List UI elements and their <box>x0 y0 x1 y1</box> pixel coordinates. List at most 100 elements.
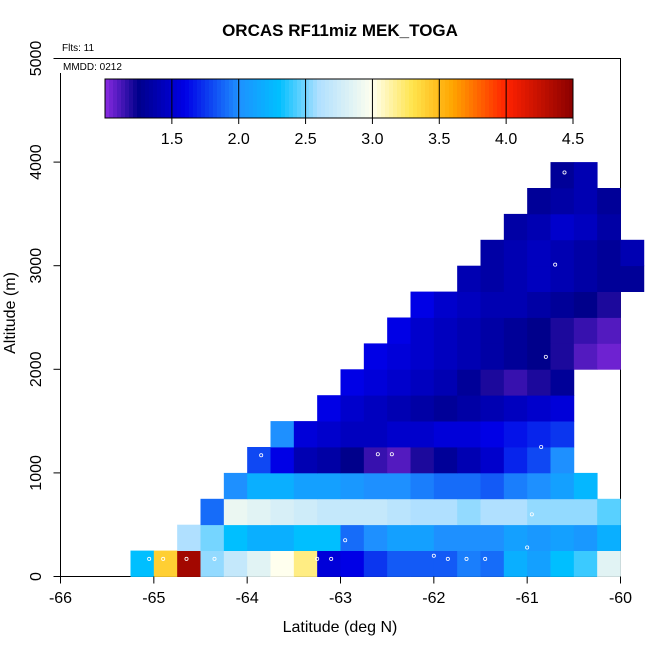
colorbar-segment <box>225 79 230 118</box>
colorbar-segment <box>365 79 370 118</box>
heatmap-cell <box>177 524 201 551</box>
colorbar-tick-label: 4.5 <box>562 131 584 148</box>
heatmap-cell <box>363 472 388 500</box>
colorbar-segment <box>417 79 422 118</box>
colorbar-segment <box>313 79 318 118</box>
heatmap-cell <box>433 291 458 318</box>
heatmap-cell <box>573 265 598 292</box>
heatmap-cell <box>480 369 505 396</box>
colorbar-segment <box>401 79 406 118</box>
heatmap-cell <box>317 472 341 500</box>
colorbar-segment <box>117 79 122 118</box>
sample-point <box>329 556 334 561</box>
heatmap-cell <box>550 498 575 526</box>
heatmap-cell <box>480 265 505 292</box>
y-axis: 0 1000 2000 3000 4000 5000 <box>28 41 61 581</box>
heatmap-cell <box>363 421 388 448</box>
colorbar-segment <box>265 79 270 118</box>
colorbar-segment <box>501 79 506 118</box>
heatmap-cell <box>503 291 528 318</box>
heatmap-cell <box>457 498 481 526</box>
colorbar-segment <box>281 79 286 118</box>
heatmap-cell <box>573 213 598 241</box>
colorbar-segment <box>337 79 342 118</box>
colorbar-segment <box>465 79 470 118</box>
heatmap-cells <box>130 162 645 577</box>
colorbar-segment <box>141 79 146 118</box>
heatmap-cell <box>340 447 365 474</box>
heatmap-cell <box>480 447 505 474</box>
y-tick-label: 5000 <box>28 41 45 77</box>
heatmap-cell <box>457 472 481 500</box>
heatmap-cell <box>457 550 481 577</box>
colorbar-segment <box>449 79 454 118</box>
heatmap-cell <box>293 498 318 526</box>
heatmap-cell <box>550 239 575 267</box>
colorbar-segment <box>489 79 494 118</box>
heatmap-cell <box>410 291 435 318</box>
heatmap-cell <box>573 524 598 551</box>
heatmap-cell <box>527 369 551 396</box>
heatmap-cell <box>573 188 598 215</box>
heatmap-cell <box>457 524 481 551</box>
heatmap-cell <box>200 498 225 526</box>
colorbar-segment <box>357 79 362 118</box>
mmdd-note: MMDD: 0212 <box>63 62 122 73</box>
colorbar-segment <box>513 79 518 118</box>
heatmap-cell <box>480 524 505 551</box>
heatmap-cell <box>597 550 621 577</box>
heatmap-cell <box>527 395 551 422</box>
colorbar-segment <box>181 79 186 118</box>
colorbar-segment <box>273 79 278 118</box>
heatmap-cell <box>363 343 388 370</box>
colorbar-segment <box>133 79 138 118</box>
heatmap-cell <box>270 447 295 474</box>
heatmap-cell <box>503 369 528 396</box>
heatmap-cell <box>503 498 528 526</box>
heatmap-cell <box>410 550 435 577</box>
heatmap-cell <box>433 369 458 396</box>
colorbar-segment <box>413 79 418 118</box>
heatmap-cell <box>527 343 551 370</box>
x-tick-label: -61 <box>516 590 539 607</box>
heatmap-cell <box>410 421 435 448</box>
heatmap-cell <box>597 213 621 241</box>
colorbar-segment <box>477 79 482 118</box>
colorbar-segment <box>245 79 250 118</box>
sample-point <box>259 453 264 458</box>
heatmap-cell <box>597 239 621 267</box>
colorbar-segment <box>353 79 358 118</box>
colorbar-segment <box>229 79 234 118</box>
heatmap-cell <box>527 524 551 551</box>
colorbar-segment <box>121 79 126 118</box>
heatmap-cell <box>503 343 528 370</box>
heatmap-cell <box>340 524 365 551</box>
colorbar-tick-label: 2.0 <box>228 131 250 148</box>
colorbar-segment <box>197 79 202 118</box>
heatmap-cell <box>410 498 435 526</box>
heatmap-cell <box>480 421 505 448</box>
heatmap-cell <box>433 550 458 577</box>
heatmap-cell <box>293 524 318 551</box>
mmdd-note-box <box>60 59 126 73</box>
heatmap-cell <box>363 550 388 577</box>
heatmap-cell <box>433 472 458 500</box>
colorbar-tick-label: 4.0 <box>495 131 517 148</box>
heatmap-cell <box>573 162 598 189</box>
heatmap-cell <box>480 550 505 577</box>
heatmap-cell <box>387 550 411 577</box>
heatmap-cell <box>573 343 598 370</box>
heatmap-cell <box>550 421 575 448</box>
heatmap-cell <box>387 317 411 344</box>
flights-note: Flts: 11 <box>62 43 94 54</box>
colorbar-segment <box>377 79 382 118</box>
colorbar-segment <box>213 79 218 118</box>
heatmap-cell <box>410 447 435 474</box>
heatmap-cell <box>527 239 551 267</box>
heatmap-cell <box>433 317 458 344</box>
sample-point <box>553 262 558 267</box>
heatmap-cell <box>527 265 551 292</box>
colorbar-tick-label: 3.5 <box>428 131 450 148</box>
sample-point <box>529 512 534 517</box>
heatmap-cell <box>503 472 528 500</box>
